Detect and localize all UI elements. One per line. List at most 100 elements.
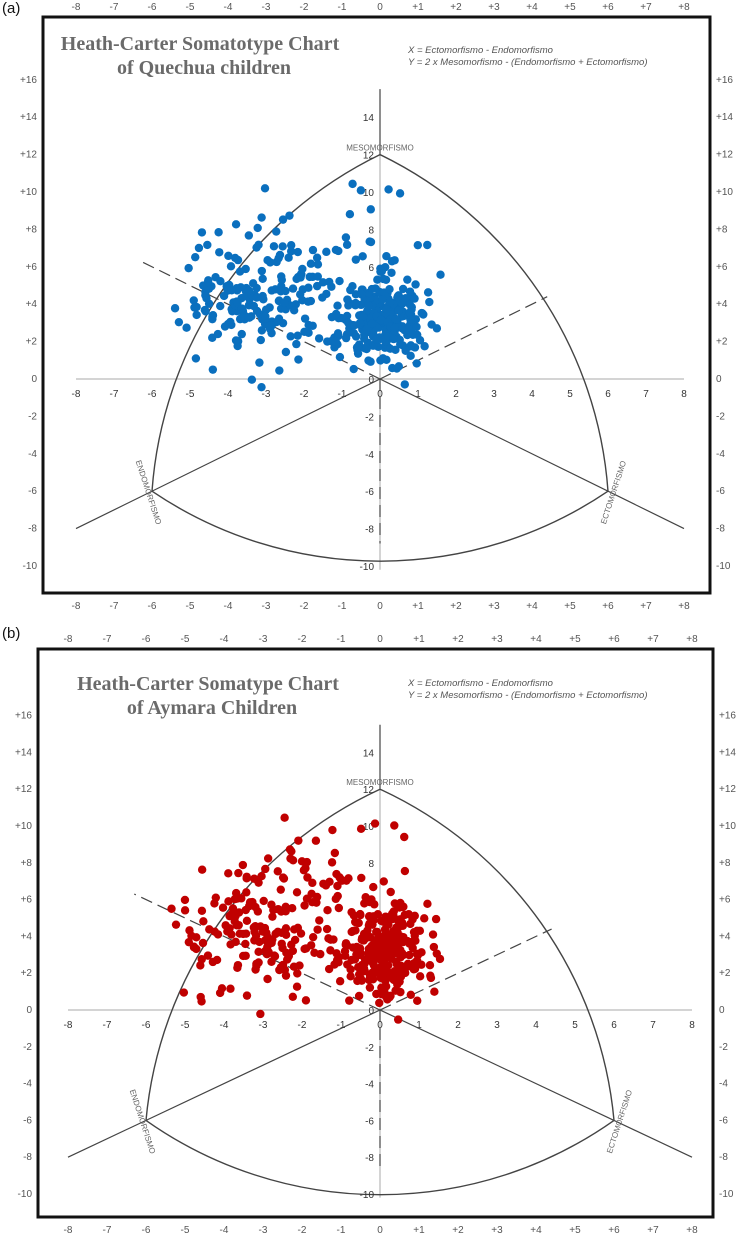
data-point bbox=[217, 984, 227, 993]
data-point bbox=[213, 930, 223, 939]
data-point bbox=[215, 248, 224, 257]
data-point bbox=[404, 909, 413, 919]
data-point bbox=[351, 298, 360, 308]
data-point bbox=[355, 909, 365, 919]
inner-x-tick: -3 bbox=[259, 1020, 268, 1031]
x-tick-bottom: +3 bbox=[491, 1225, 503, 1236]
y-tick-right: +12 bbox=[719, 784, 736, 795]
data-point bbox=[225, 911, 234, 921]
data-point bbox=[242, 991, 252, 1000]
data-point bbox=[435, 954, 445, 964]
inner-x-tick: -6 bbox=[142, 1020, 151, 1031]
data-point bbox=[423, 288, 433, 297]
data-point bbox=[354, 991, 364, 1001]
data-point bbox=[403, 275, 412, 284]
y-tick-left: +14 bbox=[15, 747, 32, 758]
scatter-points bbox=[170, 179, 445, 392]
data-point bbox=[286, 247, 296, 256]
data-point bbox=[269, 242, 279, 251]
data-point bbox=[226, 262, 236, 271]
data-point bbox=[355, 944, 365, 953]
data-point bbox=[235, 929, 245, 938]
data-point bbox=[353, 349, 363, 358]
y-tick-left: +12 bbox=[20, 150, 37, 161]
data-point bbox=[244, 313, 253, 322]
data-point bbox=[364, 301, 373, 310]
data-point bbox=[386, 887, 395, 897]
data-point bbox=[211, 893, 221, 902]
data-point bbox=[247, 375, 257, 384]
inner-x-tick: -3 bbox=[262, 389, 271, 400]
data-point bbox=[312, 892, 322, 902]
inner-y-tick: 14 bbox=[363, 113, 375, 124]
y-tick-right: +14 bbox=[716, 112, 733, 123]
x-tick-top: +3 bbox=[491, 634, 503, 645]
x-tick-top: +1 bbox=[412, 2, 424, 13]
data-point bbox=[187, 931, 196, 940]
y-tick-right: -2 bbox=[719, 1042, 728, 1053]
data-point bbox=[300, 327, 309, 336]
inner-x-tick: 1 bbox=[416, 1020, 422, 1031]
data-point bbox=[323, 905, 332, 915]
data-point bbox=[267, 938, 276, 948]
data-point bbox=[241, 929, 251, 938]
data-point bbox=[383, 935, 393, 944]
data-point bbox=[412, 322, 421, 332]
data-point bbox=[255, 358, 264, 367]
data-point bbox=[284, 951, 294, 961]
data-point bbox=[281, 971, 291, 980]
data-point bbox=[278, 242, 287, 251]
y-tick-left: -8 bbox=[28, 524, 37, 535]
y-tick-right: +16 bbox=[719, 711, 736, 722]
data-point bbox=[265, 303, 274, 312]
data-point bbox=[356, 186, 366, 195]
x-tick-bottom: -7 bbox=[110, 601, 119, 612]
data-point bbox=[362, 324, 372, 334]
data-point bbox=[263, 974, 272, 984]
y-tick-left: -2 bbox=[28, 411, 37, 422]
data-point bbox=[261, 312, 270, 321]
x-tick-bottom: -4 bbox=[220, 1225, 229, 1236]
x-tick-bottom: +5 bbox=[569, 1225, 581, 1236]
data-point bbox=[248, 897, 257, 907]
chart-subtitle: of Aymara Children bbox=[127, 697, 297, 719]
data-point bbox=[357, 933, 367, 943]
chart-title: Heath-Carter Somatotype Chart bbox=[61, 33, 340, 55]
x-tick-bottom: +1 bbox=[412, 601, 424, 612]
x-tick-top: +4 bbox=[530, 634, 542, 645]
data-point bbox=[313, 260, 323, 269]
data-point bbox=[400, 832, 409, 842]
data-point bbox=[184, 937, 194, 947]
data-point bbox=[412, 359, 421, 368]
data-point bbox=[292, 339, 301, 349]
data-point bbox=[171, 920, 181, 929]
x-tick-bottom: +6 bbox=[608, 1225, 620, 1236]
data-point bbox=[306, 296, 316, 306]
data-point bbox=[351, 332, 361, 341]
inner-x-tick: -2 bbox=[298, 1020, 307, 1031]
x-tick-bottom: +8 bbox=[678, 601, 690, 612]
data-point bbox=[313, 925, 322, 934]
data-point bbox=[398, 299, 407, 308]
x-tick-top: -6 bbox=[142, 634, 151, 645]
data-point bbox=[398, 902, 408, 912]
formula-y: Y = 2 x Mesomorfismo - (Endomorfismo + E… bbox=[408, 57, 648, 68]
data-point bbox=[322, 924, 332, 934]
ecto-meso-bisector bbox=[379, 928, 552, 1011]
data-point bbox=[404, 325, 414, 334]
data-point bbox=[360, 334, 369, 343]
data-point bbox=[321, 881, 331, 890]
y-tick-right: +14 bbox=[719, 747, 736, 758]
data-point bbox=[413, 240, 423, 250]
data-point bbox=[189, 296, 198, 305]
data-point bbox=[391, 315, 401, 324]
data-point bbox=[252, 961, 261, 971]
y-tick-right: -10 bbox=[719, 1189, 734, 1200]
data-point bbox=[393, 980, 402, 989]
somatochart-boundary bbox=[151, 153, 609, 562]
data-point bbox=[252, 293, 262, 302]
x-tick-top: 0 bbox=[377, 2, 383, 13]
x-tick-top: +8 bbox=[686, 634, 698, 645]
data-point bbox=[400, 380, 409, 389]
data-point bbox=[372, 927, 382, 937]
